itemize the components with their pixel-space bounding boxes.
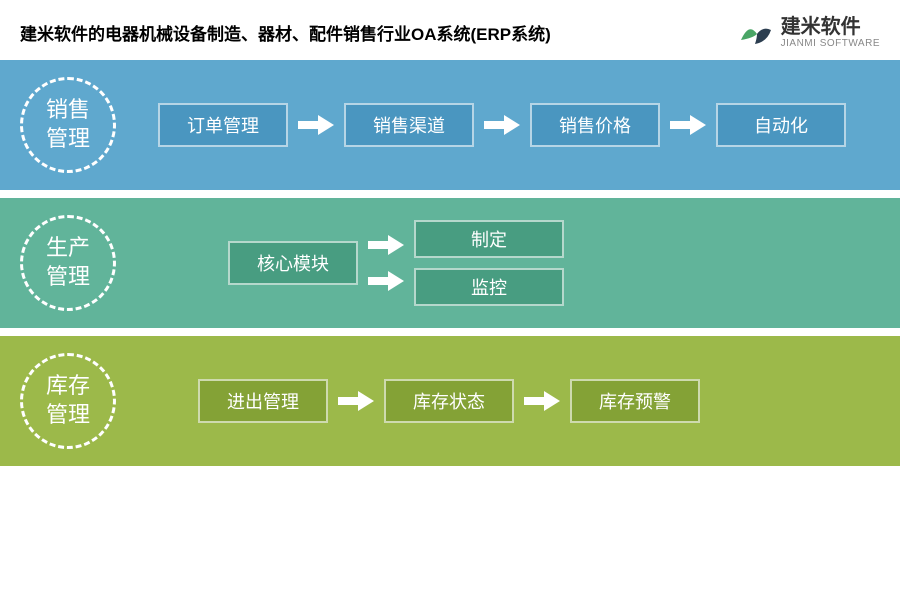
- sales-label-l2: 管理: [46, 126, 90, 151]
- logo-icon: [735, 12, 775, 52]
- production-branch-top: 制定: [414, 220, 564, 258]
- inventory-stripe: 库存 管理 进出管理 库存状态 库存预警: [0, 336, 900, 466]
- inventory-label-l1: 库存: [46, 373, 90, 398]
- sales-box-1: 销售渠道: [344, 103, 474, 147]
- production-core-box: 核心模块: [228, 241, 358, 285]
- page-title: 建米软件的电器机械设备制造、器材、配件销售行业OA系统(ERP系统): [20, 20, 551, 45]
- inventory-circle: 库存 管理: [20, 353, 116, 449]
- arrow-icon: [368, 269, 404, 293]
- arrow-icon: [670, 113, 706, 137]
- logo-text-en: JIANMI SOFTWARE: [781, 38, 880, 49]
- header: 建米软件的电器机械设备制造、器材、配件销售行业OA系统(ERP系统) 建米软件 …: [0, 0, 900, 60]
- sales-flow: 订单管理 销售渠道 销售价格 自动化: [158, 103, 880, 147]
- arrow-icon: [484, 113, 520, 137]
- sales-box-0: 订单管理: [158, 103, 288, 147]
- brand-logo: 建米软件 JIANMI SOFTWARE: [735, 12, 880, 52]
- sales-stripe: 销售 管理 订单管理 销售渠道 销售价格 自动化: [0, 60, 900, 190]
- sales-circle: 销售 管理: [20, 77, 116, 173]
- inventory-label-l2: 管理: [46, 402, 90, 427]
- production-branch-bottom: 监控: [414, 268, 564, 306]
- production-label-l2: 管理: [46, 264, 90, 289]
- inventory-box-0: 进出管理: [198, 379, 328, 423]
- sales-box-3: 自动化: [716, 103, 846, 147]
- production-label-l1: 生产: [46, 235, 90, 260]
- inventory-box-1: 库存状态: [384, 379, 514, 423]
- arrow-icon: [368, 233, 404, 257]
- arrow-icon: [524, 389, 560, 413]
- inventory-box-2: 库存预警: [570, 379, 700, 423]
- arrow-icon: [338, 389, 374, 413]
- sales-box-2: 销售价格: [530, 103, 660, 147]
- inventory-flow: 进出管理 库存状态 库存预警: [158, 379, 880, 423]
- production-circle: 生产 管理: [20, 215, 116, 311]
- logo-text-cn: 建米软件: [781, 16, 880, 38]
- sales-label-l1: 销售: [46, 97, 90, 122]
- production-stripe: 生产 管理 核心模块 制定 监控: [0, 198, 900, 328]
- production-flow: 核心模块 制定 监控: [158, 220, 564, 306]
- arrow-icon: [298, 113, 334, 137]
